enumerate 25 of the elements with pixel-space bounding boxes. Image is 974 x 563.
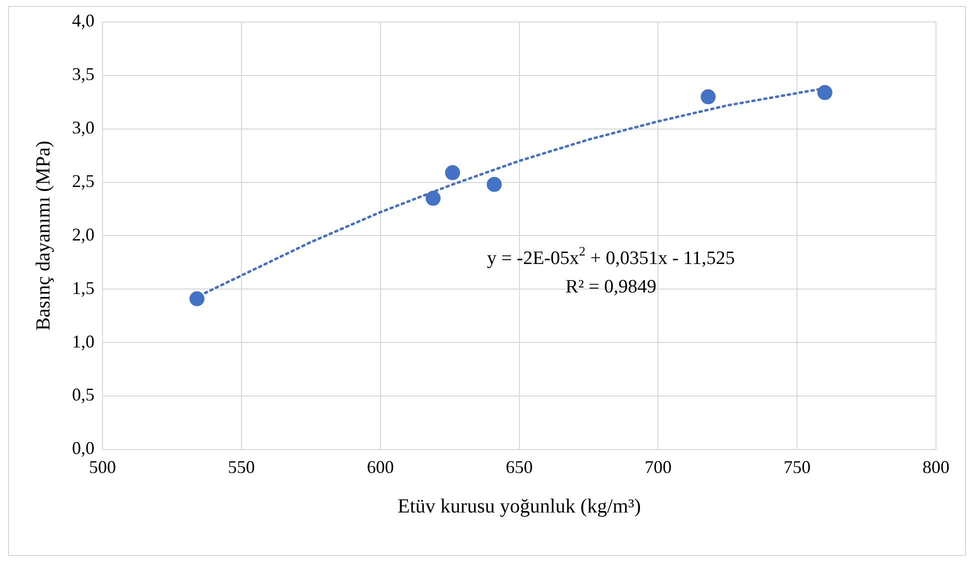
y-tick-label: 2,0 — [72, 224, 94, 244]
point — [817, 85, 832, 100]
point — [445, 165, 460, 180]
y-tick-label: 1,5 — [72, 278, 94, 298]
point — [426, 190, 441, 206]
x-tick-label: 750 — [784, 456, 811, 477]
x-tick-label: 700 — [644, 456, 672, 477]
point — [486, 176, 502, 192]
x-tick-label: 550 — [228, 456, 255, 477]
x-tick-label: 600 — [366, 456, 394, 477]
x-tick-label: 650 — [506, 456, 533, 477]
y-tick-label: 4,0 — [72, 10, 94, 31]
y-tick-label: 3,5 — [72, 64, 94, 84]
x-tick-label: 500 — [89, 456, 116, 477]
y-tick-label: 2,5 — [72, 171, 94, 192]
point — [189, 291, 204, 306]
annotation: R² = 0,9849 — [566, 276, 656, 298]
x-axis-title: Etüv kurusu yoğunluk (kg/m³) — [398, 495, 641, 518]
point — [700, 89, 716, 104]
y-tick-label: 1,0 — [72, 331, 94, 352]
y-axis-title: Basınç dayanımı (MPa) — [32, 140, 54, 331]
y-tick-label: 3,0 — [72, 118, 94, 138]
x-tick-label: 800 — [922, 456, 950, 477]
y-tick-label: 0,0 — [72, 438, 94, 458]
y-tick-label: 0,5 — [72, 384, 94, 405]
